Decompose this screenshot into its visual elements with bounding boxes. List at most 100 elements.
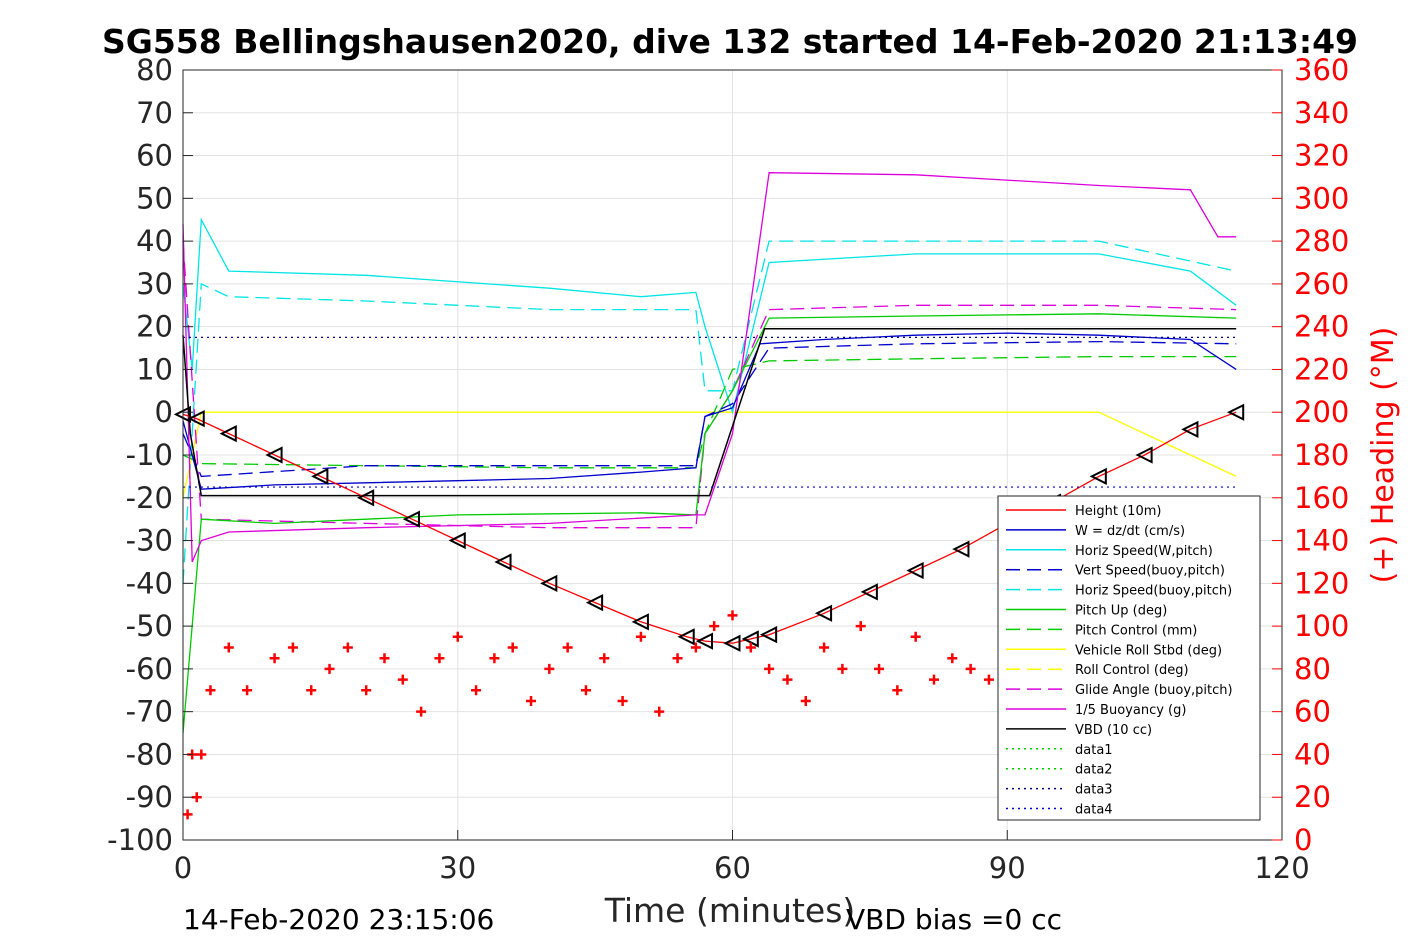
heading-point — [727, 610, 738, 621]
series-1-5-buoyancy-g — [182, 172, 1237, 563]
y-right-tick-label: 80 — [1294, 652, 1331, 686]
heading-point — [452, 631, 463, 642]
height-point — [585, 593, 604, 612]
y-left-tick-label: -20 — [126, 481, 173, 515]
y-right-tick-label: 340 — [1294, 96, 1349, 130]
heading-point — [910, 631, 921, 642]
heading-point — [562, 642, 573, 653]
heading-point — [544, 663, 555, 674]
y-right-axis-label: (+) Heading (°M) — [1366, 327, 1401, 584]
heading-point — [242, 685, 253, 696]
height-point — [677, 628, 695, 646]
legend-label: Glide Angle (buoy,pitch) — [1075, 683, 1233, 698]
heading-point — [361, 685, 372, 696]
heading-point — [892, 685, 903, 696]
series-vbd-10-cc — [182, 328, 1237, 497]
heading-point — [196, 749, 207, 760]
y-left-tick-label: -70 — [126, 695, 173, 729]
y-left-tick-label: 20 — [136, 310, 173, 344]
y-left-tick-label: -80 — [126, 737, 173, 771]
legend-label: 1/5 Buoyancy (g) — [1075, 703, 1186, 718]
heading-point — [874, 663, 885, 674]
legend-label: data3 — [1075, 783, 1113, 798]
heading-point — [617, 695, 628, 706]
heading-point — [764, 663, 775, 674]
heading-point — [489, 653, 500, 664]
heading-point — [324, 663, 335, 674]
x-tick-label: 90 — [989, 851, 1026, 885]
y-right-tick-label: 20 — [1294, 780, 1331, 814]
y-left-tick-label: 70 — [136, 96, 173, 130]
y-left-tick-label: -100 — [107, 823, 173, 857]
legend-label: Roll Control (deg) — [1075, 663, 1189, 678]
series-horiz-speed-buoy-pitch — [182, 240, 1237, 584]
y-left-tick-label: -90 — [126, 780, 173, 814]
height-point — [540, 574, 558, 592]
x-tick-label: 60 — [714, 851, 751, 885]
x-axis-label: Time (minutes) — [604, 891, 856, 930]
y-left-tick-label: -30 — [126, 524, 173, 558]
legend-box — [997, 495, 1261, 821]
heading-point — [306, 685, 317, 696]
legend-label: data1 — [1075, 743, 1113, 758]
height-point — [219, 424, 237, 443]
y-left-tick-label: 0 — [155, 395, 173, 429]
height-point — [906, 561, 924, 580]
heading-point — [928, 674, 939, 685]
legend-label: Vert Speed(buoy,pitch) — [1075, 564, 1225, 579]
height-point — [1135, 446, 1153, 464]
height-point — [723, 634, 741, 652]
legend-label: Horiz Speed(W,pitch) — [1075, 544, 1213, 559]
heading-point — [965, 663, 976, 674]
y-left-tick-label: 50 — [136, 181, 173, 215]
y-right-tick-label: 240 — [1294, 310, 1349, 344]
heading-point — [205, 685, 216, 696]
heading-point — [287, 642, 298, 653]
heading-point — [191, 792, 202, 803]
heading-point — [983, 674, 994, 685]
height-point — [265, 446, 283, 464]
legend-label: Horiz Speed(buoy,pitch) — [1075, 584, 1232, 599]
y-right-tick-label: 280 — [1294, 224, 1349, 258]
heading-point — [819, 642, 830, 653]
heading-point — [672, 653, 683, 664]
legend-label: W = dz/dt (cm/s) — [1075, 524, 1185, 539]
heading-point — [837, 663, 848, 674]
y-left-tick-label: -40 — [126, 566, 173, 600]
heading-point — [223, 642, 234, 653]
y-right-tick-label: 160 — [1294, 481, 1349, 515]
y-right-tick-label: 300 — [1294, 181, 1349, 215]
legend-label: data2 — [1075, 763, 1113, 778]
height-point — [814, 604, 833, 622]
height-point — [402, 510, 420, 528]
y-left-tick-label: 10 — [136, 352, 173, 386]
height-point — [952, 540, 970, 558]
legend-label: data4 — [1075, 803, 1113, 818]
heading-point — [635, 631, 646, 642]
heading-point — [782, 674, 793, 685]
axis-ticks: 0 30 60 90 12080706050403020100-10-20-30-40-… — [107, 53, 1349, 885]
height-point — [448, 531, 466, 550]
heading-point — [709, 621, 720, 632]
x-tick-label: 0 — [174, 851, 192, 885]
height-point — [1181, 420, 1199, 438]
y-left-tick-label: 40 — [136, 224, 173, 258]
series-vert-speed-buoy-pitch — [182, 340, 1237, 478]
y-right-tick-label: 260 — [1294, 267, 1349, 301]
height-point — [494, 553, 512, 571]
chart-title: SG558 Bellingshausen2020, dive 132 start… — [102, 22, 1358, 61]
y-right-tick-label: 220 — [1294, 352, 1349, 386]
heading-point — [580, 685, 591, 696]
heading-point — [269, 653, 280, 664]
height-point — [311, 467, 329, 486]
height-point — [356, 489, 375, 507]
heading-point — [182, 809, 193, 820]
height-point — [741, 630, 759, 648]
height-point — [187, 410, 205, 428]
height-point — [1089, 467, 1107, 486]
y-right-tick-label: 140 — [1294, 524, 1349, 558]
heading-point — [507, 642, 518, 653]
heading-point — [800, 695, 811, 706]
heading-point — [434, 653, 445, 664]
